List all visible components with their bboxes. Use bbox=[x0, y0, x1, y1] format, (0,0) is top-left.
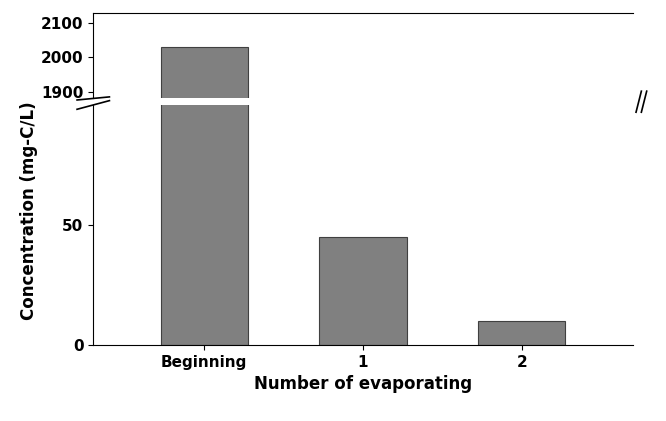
Bar bbox=[319, 237, 407, 345]
Bar bbox=[161, 47, 248, 421]
X-axis label: Number of evaporating: Number of evaporating bbox=[254, 376, 472, 394]
Bar bbox=[478, 321, 565, 345]
Text: Concentration (mg-C/L): Concentration (mg-C/L) bbox=[20, 101, 38, 320]
Bar bbox=[161, 0, 248, 345]
